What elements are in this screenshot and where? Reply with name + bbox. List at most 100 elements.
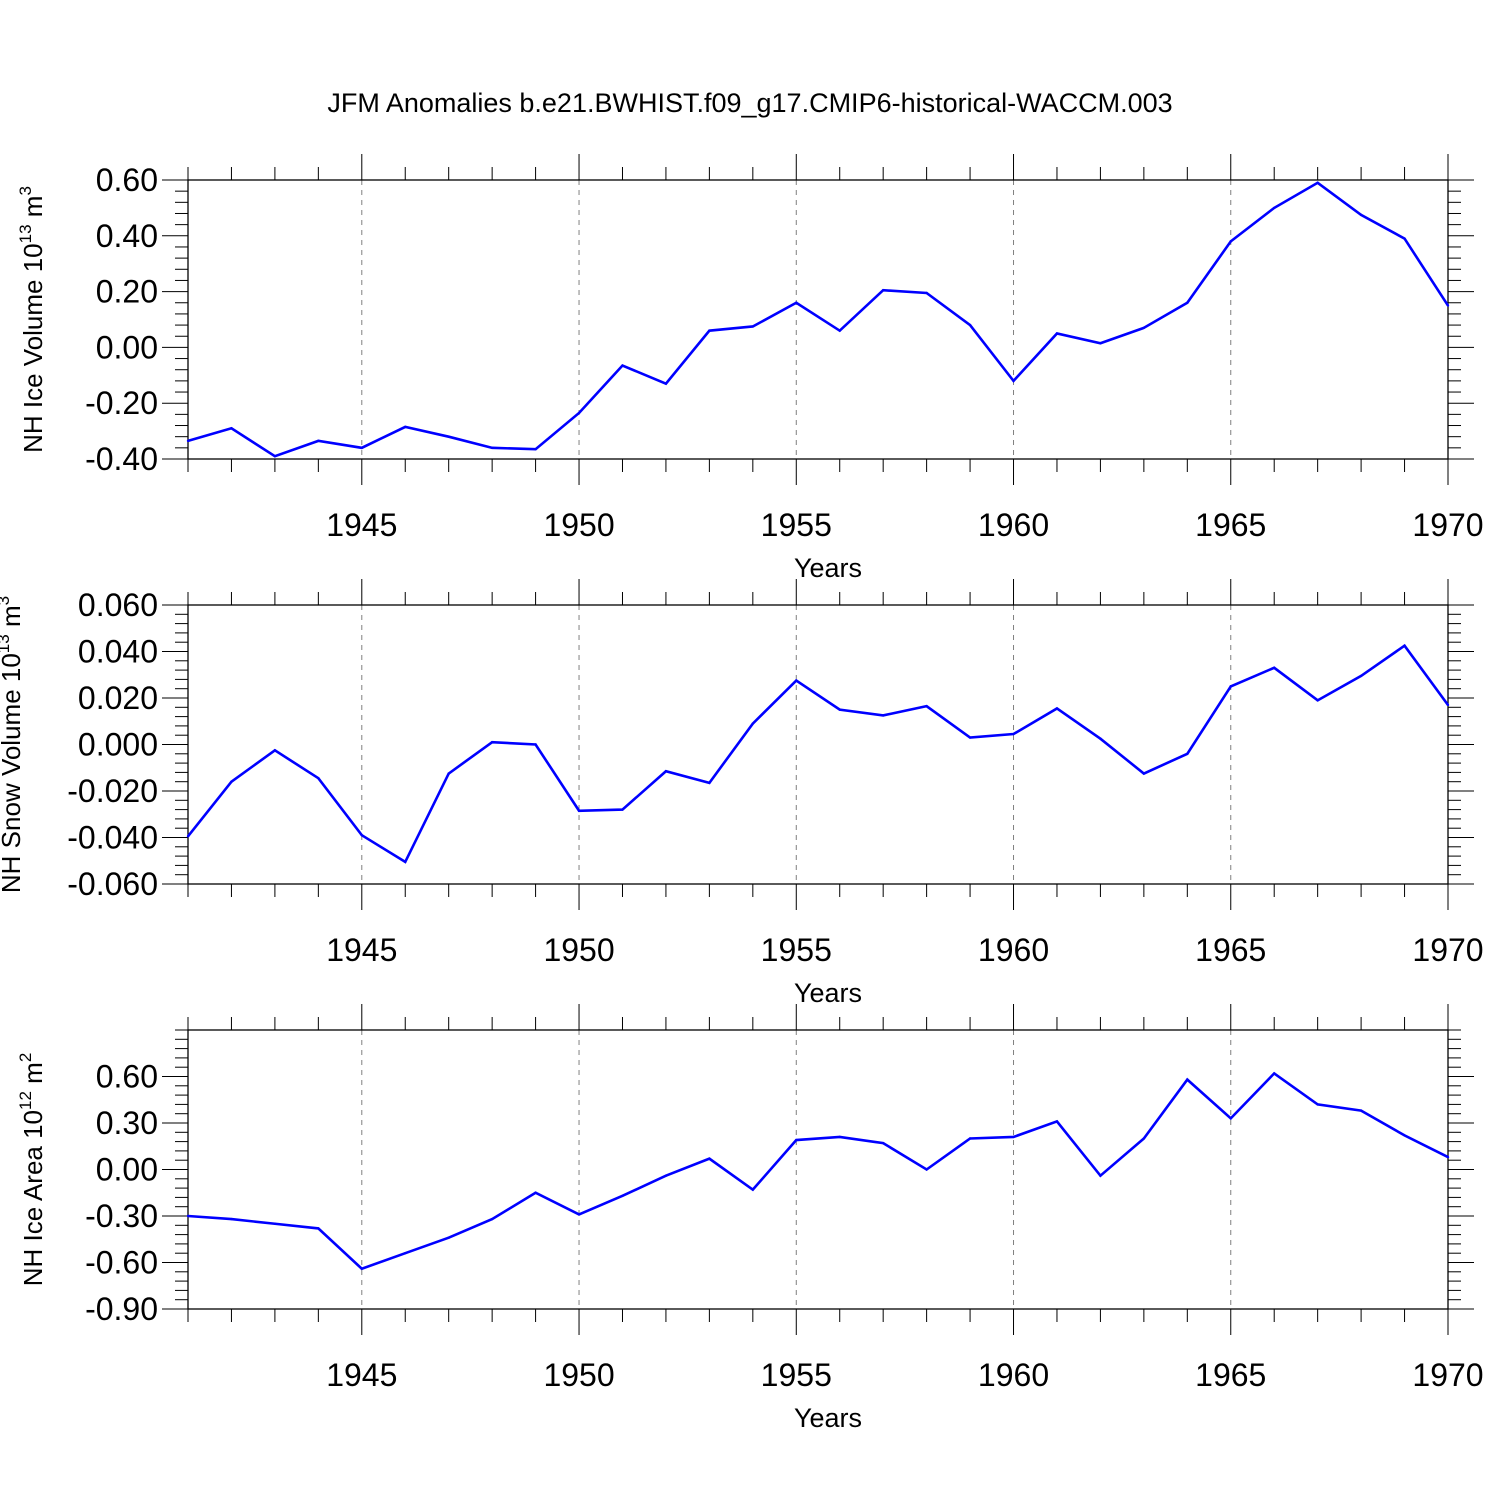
x-tick-label: 1960: [978, 507, 1049, 543]
y-tick-label: -0.30: [85, 1198, 158, 1234]
data-point: [404, 1252, 407, 1255]
y-axis-label: NH Ice Volume 1013 m3: [16, 186, 48, 453]
data-point: [447, 772, 450, 775]
data-point: [1012, 379, 1015, 383]
data-point: [1273, 666, 1276, 669]
x-tick-label: 1955: [761, 1357, 832, 1393]
data-point: [1012, 732, 1015, 736]
y-tick-label: 0.060: [78, 587, 158, 623]
x-tick-label: 1955: [761, 932, 832, 968]
x-tick-label: 1950: [543, 507, 614, 543]
x-axis-label: Years: [794, 1403, 862, 1433]
page-title: JFM Anomalies b.e21.BWHIST.f09_g17.CMIP6…: [327, 88, 1173, 118]
data-point: [230, 1217, 233, 1221]
data-point: [1099, 737, 1102, 740]
data-point: [664, 1174, 668, 1177]
x-tick-label: 1950: [543, 932, 614, 968]
data-point: [1273, 206, 1276, 210]
data-point: [664, 770, 668, 773]
data-point: [1403, 237, 1406, 240]
y-tick-label: -0.90: [85, 1291, 158, 1327]
data-point: [1446, 304, 1450, 307]
data-point: [881, 714, 885, 717]
x-tick-label: 1970: [1412, 932, 1483, 968]
y-tick-label: -0.40: [85, 441, 158, 477]
data-point: [317, 777, 320, 780]
data-point: [1316, 181, 1319, 184]
x-tick-label: 1965: [1195, 1357, 1266, 1393]
data-point: [1403, 644, 1406, 647]
data-point: [708, 329, 711, 332]
data-point: [621, 364, 624, 367]
x-tick-label: 1945: [326, 1357, 397, 1393]
x-tick-label: 1960: [978, 932, 1049, 968]
data-point: [1229, 240, 1232, 243]
data-point: [317, 439, 320, 443]
y-tick-label: -0.60: [85, 1245, 158, 1281]
data-point: [925, 291, 928, 295]
data-point: [838, 708, 841, 711]
data-point: [1099, 1174, 1102, 1177]
x-tick-label: 1970: [1412, 1357, 1483, 1393]
data-point: [751, 722, 755, 725]
data-point: [1186, 1078, 1189, 1081]
data-point: [881, 289, 885, 292]
series-line: [187, 1071, 1449, 1271]
y-tick-label: 0.30: [96, 1105, 158, 1141]
data-point: [1055, 707, 1059, 710]
data-point: [360, 1267, 363, 1270]
data-point: [404, 860, 407, 864]
data-point: [1359, 674, 1363, 678]
data-point: [317, 1227, 320, 1230]
data-point: [751, 325, 755, 328]
data-point: [490, 446, 494, 450]
ice-area-panel: 1945 1950 1955 1960 1965 1970 Years -0.90 -0.60 -…: [16, 1004, 1484, 1433]
y-tick-label: 0.60: [96, 1059, 158, 1095]
data-point: [490, 740, 494, 744]
data-point: [1446, 1155, 1450, 1159]
data-point: [273, 455, 277, 458]
data-point: [664, 382, 668, 385]
y-tick-label: 0.040: [78, 634, 158, 670]
data-point: [1316, 699, 1319, 702]
data-point: [925, 704, 928, 708]
plot-frame: [187, 1029, 1449, 1310]
data-point: [1142, 1137, 1146, 1140]
x-tick-label: 1955: [761, 507, 832, 543]
snow-volume-panel: 1945 1950 1955 1960 1965 1970 Years -0.060 -0.04…: [0, 579, 1484, 1008]
data-point: [186, 1214, 190, 1218]
x-tick-label: 1960: [978, 1357, 1049, 1393]
series-line: [186, 643, 1450, 864]
series-line: [187, 181, 1450, 458]
data-point: [1359, 213, 1363, 217]
data-point: [1316, 1103, 1319, 1106]
data-point: [1446, 703, 1450, 707]
x-tick-label: 1970: [1412, 507, 1483, 543]
data-point: [795, 301, 798, 304]
y-tick-label: 0.020: [78, 680, 158, 716]
data-point: [1099, 342, 1102, 345]
data-point: [577, 1213, 581, 1216]
data-point: [1229, 685, 1232, 688]
y-tick-label: -0.040: [67, 820, 158, 856]
y-tick-label: 0.40: [96, 218, 158, 254]
plot-frame: [187, 604, 1449, 885]
data-point: [795, 1138, 798, 1142]
data-point: [1186, 752, 1189, 755]
data-point: [577, 411, 581, 415]
data-point: [621, 808, 624, 811]
data-point: [838, 1135, 841, 1139]
data-point: [1142, 772, 1146, 775]
data-point: [1273, 1072, 1276, 1075]
x-tick-label: 1950: [543, 1357, 614, 1393]
data-point: [534, 1191, 537, 1194]
data-point: [1012, 1135, 1015, 1139]
y-tick-label: -0.020: [67, 773, 158, 809]
y-tick-label: 0.00: [96, 1152, 158, 1188]
data-point: [230, 427, 233, 430]
y-tick-label: 0.20: [96, 274, 158, 310]
y-tick-label: 0.000: [78, 727, 158, 763]
x-tick-label: 1965: [1195, 932, 1266, 968]
data-point: [968, 736, 972, 739]
data-point: [1186, 301, 1189, 304]
